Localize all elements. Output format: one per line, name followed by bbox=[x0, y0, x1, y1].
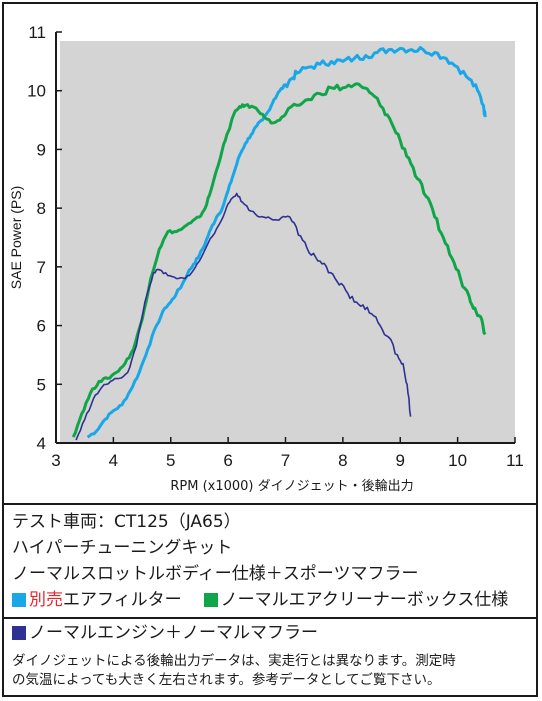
info-separator-bottom bbox=[4, 617, 538, 619]
x-tick-label: 6 bbox=[223, 451, 232, 470]
legend-row-2: ノーマルエンジン＋ノーマルマフラー bbox=[12, 623, 318, 643]
navy-legend-swatch bbox=[12, 626, 26, 640]
y-tick-label: 5 bbox=[37, 375, 46, 394]
y-tick-label: 7 bbox=[37, 258, 46, 277]
green-legend-swatch bbox=[203, 593, 218, 607]
note-line-2: の気温によっても大きく左右されます。参考データとしてご覧下さい。 bbox=[12, 672, 441, 688]
series-line-3 bbox=[75, 192, 412, 441]
kit-name-text: ハイパーチューニングキット bbox=[12, 538, 233, 558]
note-line-1: ダイノジェットによる後輪出力データは、実走行とは異なります。測定時 bbox=[12, 653, 456, 669]
legend-row-1: 別売 エアフィルター ノーマルエアクリーナーボックス仕様 bbox=[12, 590, 508, 610]
y-tick-label: 11 bbox=[28, 23, 46, 42]
y-tick-label: 9 bbox=[37, 140, 46, 159]
y-tick-label: 8 bbox=[37, 199, 46, 218]
plot-area bbox=[60, 41, 515, 443]
x-tick-label: 5 bbox=[166, 451, 175, 470]
blue-legend-swatch bbox=[12, 593, 26, 607]
x-tick-label: 11 bbox=[506, 451, 524, 470]
x-tick-label: 10 bbox=[448, 451, 467, 470]
x-tick-label: 3 bbox=[51, 451, 60, 470]
x-axis-label: RPM (x1000) ダイノジェット・後輪出力 bbox=[170, 478, 413, 494]
y-axis-label: SAE Power (PS) bbox=[8, 186, 24, 289]
y-tick-label: 10 bbox=[27, 82, 46, 101]
spec-text: ノーマルスロットルボディー仕様＋スポーツマフラー bbox=[12, 564, 419, 584]
legend-blue-text: エアフィルター bbox=[63, 590, 182, 610]
series-line-2 bbox=[71, 82, 487, 438]
axes bbox=[55, 31, 516, 444]
legend-green-text: ノーマルエアクリーナーボックス仕様 bbox=[220, 590, 509, 610]
x-tick-label: 8 bbox=[338, 451, 347, 470]
legend-navy-text: ノーマルエンジン＋ノーマルマフラー bbox=[29, 623, 318, 643]
series-lines bbox=[71, 46, 487, 441]
legend-blue-red-text: 別売 bbox=[29, 590, 63, 610]
series-line-1 bbox=[86, 46, 487, 439]
y-tick-label: 6 bbox=[37, 317, 46, 336]
x-tick-label: 7 bbox=[281, 451, 290, 470]
x-tick-label: 9 bbox=[396, 451, 405, 470]
y-tick-label: 4 bbox=[37, 434, 46, 453]
info-separator-top bbox=[4, 503, 538, 505]
x-tick-label: 4 bbox=[109, 451, 118, 470]
test-vehicle-text: テスト車両：CT125（JA65） bbox=[12, 512, 241, 532]
